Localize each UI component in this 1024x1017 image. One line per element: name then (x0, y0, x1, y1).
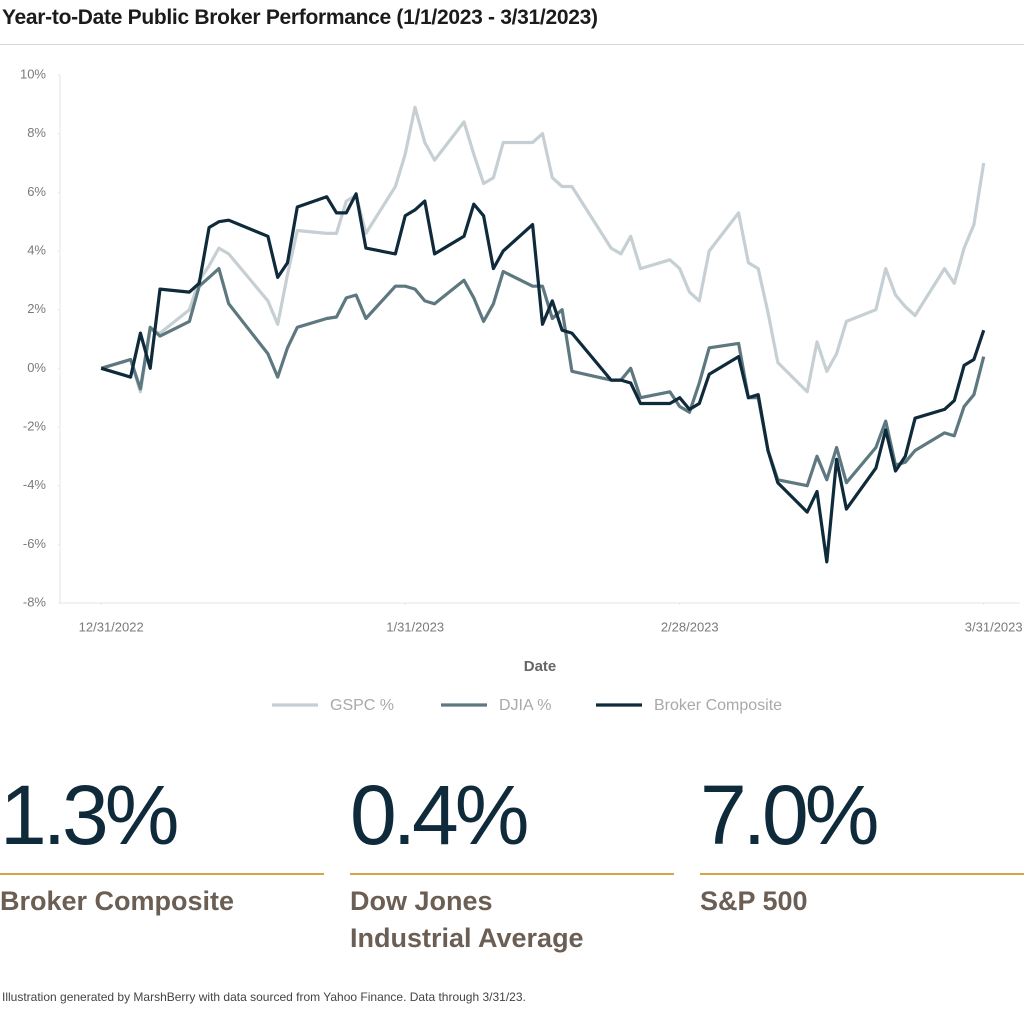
stat-value: 1.3% (0, 768, 179, 862)
y-tick-label: -8% (23, 594, 47, 609)
x-axis-label: Date (524, 658, 557, 675)
x-tick-label: 1/31/2023 (386, 619, 444, 634)
chart: Date 10% 8% 6% 4% 2% 0% -2% -4% -6% -8% 12/31/2022… (20, 66, 1023, 714)
stat-value: 7.0% (700, 768, 879, 862)
chart-title: Year-to-Date Public Broker Performance (… (2, 6, 598, 29)
footnote: Illustration generated by MarshBerry wit… (2, 990, 526, 1004)
legend-label: GSPC % (330, 697, 394, 714)
stat-label: Broker Composite (0, 886, 235, 916)
y-tick-label: 2% (27, 301, 46, 316)
stat: 1.3% Broker Composite (0, 765, 324, 920)
y-tick-label: 4% (27, 242, 46, 257)
stat-rule (700, 873, 1024, 875)
legend-label: DJIA % (499, 697, 551, 714)
stat: 0.4% Dow Jones Industrial Average (350, 765, 674, 957)
y-tick-label: 10% (20, 66, 46, 81)
y-tick-label: -2% (23, 418, 47, 433)
y-tick-label: -6% (23, 536, 47, 551)
series-line (100, 105, 986, 394)
y-tick-label: -4% (23, 477, 47, 492)
stat-value: 0.4% (350, 768, 529, 862)
stat-rule (350, 873, 674, 875)
stat-rule (0, 873, 324, 875)
y-tick-label: 0% (27, 360, 46, 375)
x-tick-label: 12/31/2022 (79, 619, 144, 634)
x-tick-label: 2/28/2023 (661, 619, 719, 634)
y-tick-label: 6% (27, 184, 46, 199)
title-rule (0, 44, 1024, 45)
series-line (100, 267, 986, 488)
stat-label: S&P 500 (700, 886, 808, 916)
y-tick-label: 8% (27, 125, 46, 140)
stat: 7.0% S&P 500 (700, 765, 1024, 920)
series-line (100, 192, 986, 564)
stat-label: Dow Jones Industrial Average (350, 886, 584, 953)
legend-label: Broker Composite (654, 697, 782, 714)
x-tick-label: 3/31/2023 (965, 619, 1023, 634)
